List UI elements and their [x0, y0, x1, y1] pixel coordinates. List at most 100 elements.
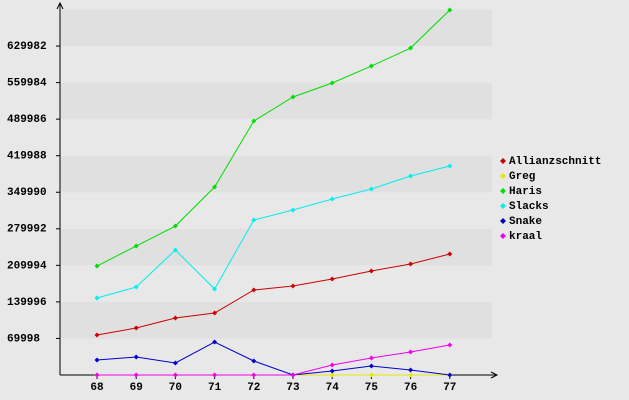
data-point: [94, 357, 100, 363]
data-point: [447, 7, 453, 13]
grid-band: [60, 82, 492, 120]
data-point: [368, 268, 374, 274]
data-point: [133, 284, 139, 290]
grid-band: [60, 192, 492, 229]
series-line: [96, 253, 450, 336]
series-line: [97, 344, 450, 376]
data-point: [368, 63, 374, 69]
data-point: [329, 276, 335, 282]
data-point: [172, 360, 178, 366]
grid-band: [60, 9, 492, 47]
x-tick-label: 71: [208, 382, 222, 394]
data-point: [133, 372, 139, 378]
legend-label: Slacks: [509, 201, 549, 213]
plot-band: [60, 338, 492, 375]
y-tick-label: 489986: [7, 114, 47, 126]
series-line: [96, 9, 451, 267]
data-point: [251, 287, 257, 293]
data-point: [251, 358, 257, 364]
data-point: [329, 368, 335, 374]
data-point: [94, 263, 100, 269]
data-point: [408, 173, 414, 179]
x-axis-arrow: [490, 371, 499, 379]
data-point: [94, 332, 100, 338]
data-point: [251, 372, 257, 378]
grid-band: [60, 301, 492, 339]
x-tick-label: 68: [90, 382, 104, 394]
data-point: [447, 251, 453, 257]
data-point: [408, 372, 414, 378]
data-point: [290, 94, 296, 100]
legend-label: kraal: [509, 231, 542, 243]
y-axis-arrow: [56, 1, 64, 10]
grid-band: [60, 228, 492, 266]
data-point: [251, 217, 257, 223]
data-point: [212, 184, 218, 190]
data-point: [368, 355, 374, 361]
y-tick-label: 419988: [7, 151, 47, 163]
legend-marker: [500, 158, 506, 164]
y-tick-label: 209994: [7, 260, 47, 272]
y-tick-label: 349990: [7, 187, 47, 199]
data-point: [212, 372, 218, 378]
data-point: [368, 186, 374, 192]
data-point: [212, 310, 218, 316]
x-tick-label: 77: [443, 382, 456, 394]
data-point: [408, 367, 414, 373]
x-tick-label: 72: [247, 382, 260, 394]
data-point: [447, 342, 453, 348]
grid-band: [60, 265, 492, 302]
data-point: [172, 247, 178, 253]
data-point: [212, 286, 218, 292]
x-tick-label: 73: [286, 382, 300, 394]
legend-marker: [500, 188, 506, 194]
legend-label: Greg: [509, 171, 535, 183]
y-tick-label: 629982: [7, 41, 47, 53]
legend-marker: [500, 218, 506, 224]
data-point: [368, 363, 374, 369]
data-point: [408, 261, 414, 267]
legend-label: Snake: [509, 216, 542, 228]
data-point: [329, 362, 335, 368]
data-point: [447, 372, 453, 378]
data-point: [94, 295, 100, 301]
data-point: [368, 372, 374, 378]
data-point: [329, 80, 335, 86]
data-point: [251, 118, 257, 124]
data-point: [212, 339, 218, 345]
grid-band: [60, 155, 492, 193]
grid-band: [60, 119, 492, 156]
x-tick-label: 69: [130, 382, 143, 394]
data-point: [94, 372, 100, 378]
data-point: [172, 372, 178, 378]
series-line: [96, 341, 450, 376]
legend-marker: [500, 173, 506, 179]
y-tick-label: 69998: [7, 333, 40, 345]
x-tick-label: 74: [326, 382, 340, 394]
data-point: [329, 372, 335, 378]
data-point: [133, 243, 139, 249]
data-point: [290, 372, 296, 378]
data-point: [329, 196, 335, 202]
y-tick-label: 559984: [7, 78, 47, 90]
x-tick-label: 70: [169, 382, 182, 394]
data-point: [290, 283, 296, 289]
legend-label: Allianzschnitt: [509, 156, 601, 168]
series-line: [96, 165, 450, 299]
x-tick-label: 75: [365, 382, 379, 394]
data-point: [133, 325, 139, 331]
data-point: [172, 223, 178, 229]
grid-band: [60, 46, 492, 83]
data-point: [133, 354, 139, 360]
legend-marker: [500, 203, 506, 209]
data-point: [408, 349, 414, 355]
legend-marker: [500, 233, 506, 239]
data-point: [172, 315, 178, 321]
data-point: [447, 163, 453, 169]
y-tick-label: 139996: [7, 297, 47, 309]
x-tick-label: 76: [404, 382, 417, 394]
legend-label: Haris: [509, 186, 542, 198]
data-point: [408, 45, 414, 51]
y-tick-label: 279992: [7, 224, 47, 236]
